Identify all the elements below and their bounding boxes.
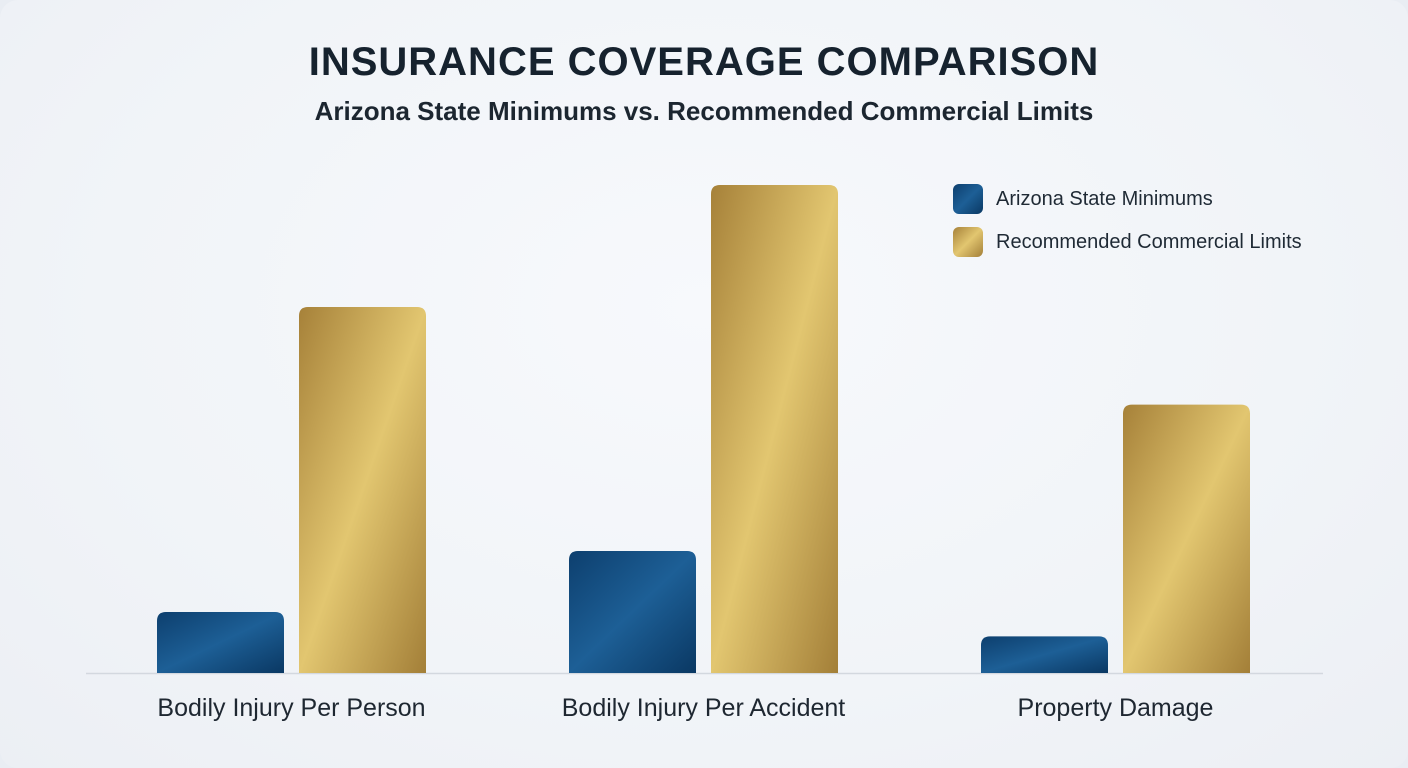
bar-bodily-injury-per-accident-state-minimums[interactable] [569, 551, 696, 673]
bar-bodily-injury-per-person-recommended-limits[interactable] [299, 307, 426, 673]
chart-subtitle: Arizona State Minimums vs. Recommended C… [314, 96, 1094, 126]
bar-property-damage-recommended-limits[interactable] [1123, 404, 1250, 673]
legend-swatch-state-minimums [953, 184, 983, 214]
x-tick-label-property-damage: Property Damage [1018, 694, 1214, 722]
legend-item-recommended-limits[interactable]: Recommended Commercial Limits [953, 227, 1302, 257]
category-labels: Bodily Injury Per Person Bodily Injury Pe… [157, 694, 1213, 722]
legend-label-state-minimums: Arizona State Minimums [996, 187, 1213, 210]
chart-title: INSURANCE COVERAGE COMPARISON [308, 40, 1100, 84]
legend-swatch-recommended-limits [953, 227, 983, 257]
legend: Arizona State Minimums Recommended Comme… [953, 184, 1302, 270]
x-tick-label-bodily-injury-per-person: Bodily Injury Per Person [157, 694, 425, 722]
x-tick-label-bodily-injury-per-accident: Bodily Injury Per Accident [562, 694, 846, 722]
bar-property-damage-state-minimums[interactable] [981, 636, 1108, 673]
bar-bodily-injury-per-accident-recommended-limits[interactable] [711, 185, 838, 673]
bars-group [157, 185, 1250, 673]
legend-label-recommended-limits: Recommended Commercial Limits [996, 230, 1302, 253]
legend-item-state-minimums[interactable]: Arizona State Minimums [953, 184, 1302, 214]
bar-bodily-injury-per-person-state-minimums[interactable] [157, 612, 284, 673]
